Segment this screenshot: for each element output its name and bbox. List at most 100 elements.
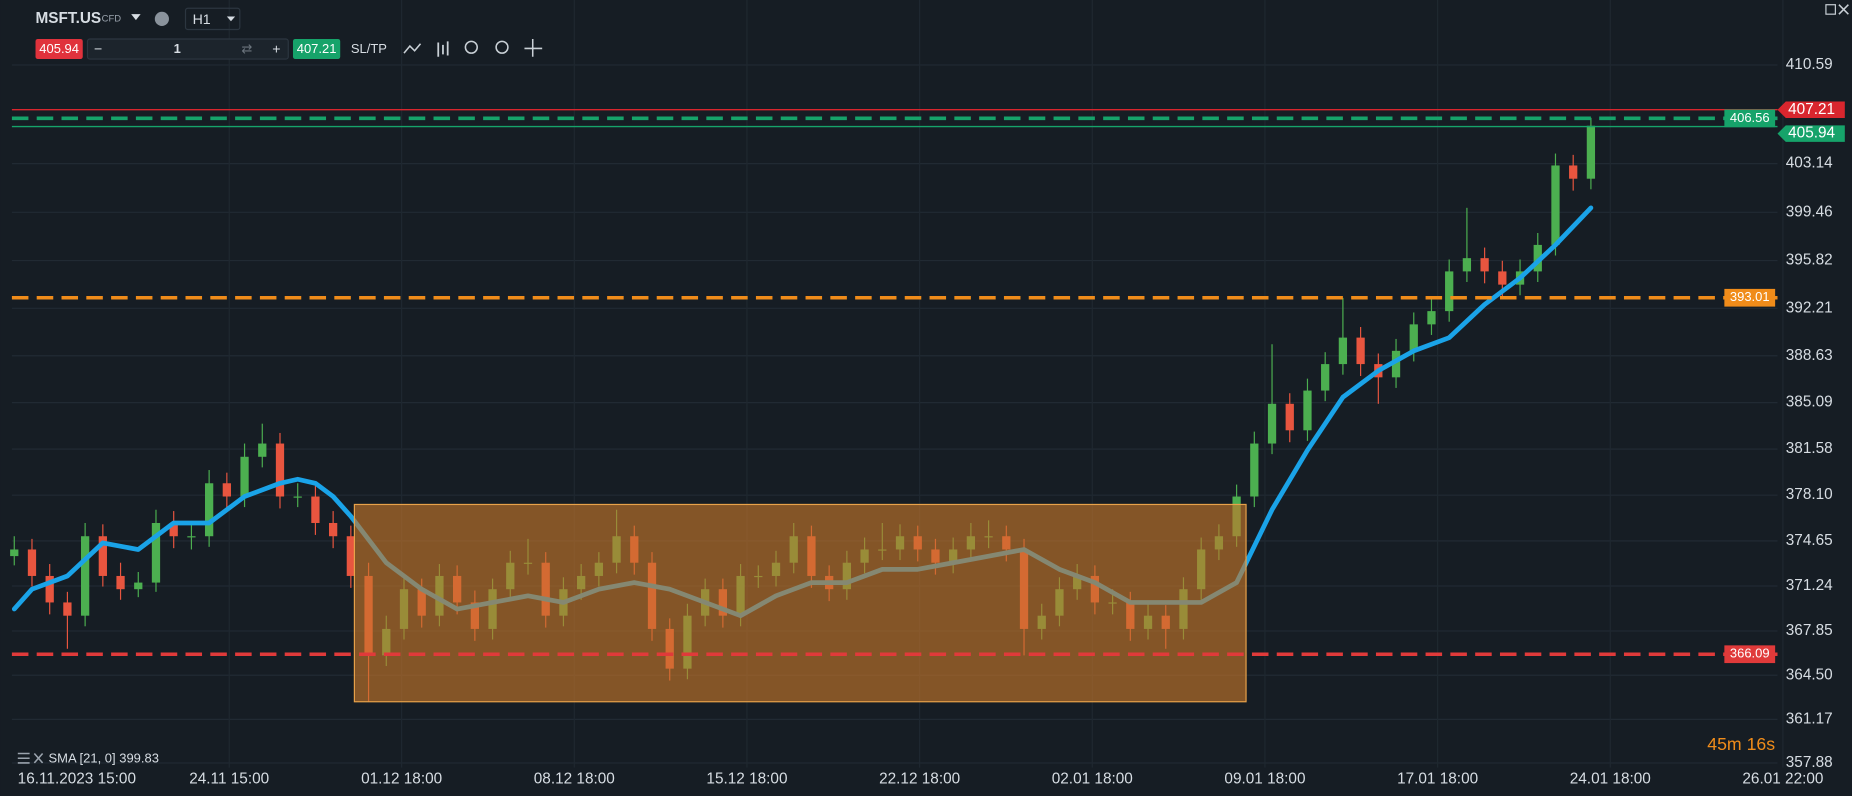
candle-body <box>45 575 54 603</box>
y-tick-label: 395.82 <box>1786 252 1833 269</box>
candle-body <box>1250 443 1259 497</box>
x-tick-label: 24.11 15:00 <box>189 771 269 788</box>
candle-body <box>10 549 19 557</box>
sltp-button[interactable]: SL/TP <box>351 41 387 56</box>
candle-body <box>1498 271 1507 285</box>
level-badge <box>1724 109 1776 128</box>
y-tick-label: 385.09 <box>1786 394 1833 411</box>
symbol-dropdown[interactable] <box>131 14 141 21</box>
candle-body <box>204 483 214 537</box>
candle-body <box>27 549 37 576</box>
y-tick-label: 410.59 <box>1786 56 1833 73</box>
close-button[interactable] <box>1838 4 1849 15</box>
candle-body <box>116 575 125 590</box>
plus-button[interactable]: + <box>272 41 280 57</box>
timeframe[interactable]: H1 <box>193 12 211 28</box>
candle-body <box>258 443 267 457</box>
sell-badge[interactable] <box>35 38 83 60</box>
candle-body <box>1285 403 1294 431</box>
level-badge <box>1724 288 1776 307</box>
y-tick-label: 371.24 <box>1786 577 1833 594</box>
buy-price[interactable]: 407.21 <box>297 41 337 56</box>
candle-body <box>1586 125 1596 179</box>
minus-button[interactable]: − <box>94 41 102 57</box>
candle-body <box>222 483 231 497</box>
level-badge-label: 393.01 <box>1730 289 1770 304</box>
candle-timer: 45m 16s <box>1707 734 1775 754</box>
candle-body <box>1409 324 1418 351</box>
candle-body <box>1356 337 1365 365</box>
level-badge-label: 406.56 <box>1730 110 1770 125</box>
quote-badge <box>1777 101 1845 118</box>
candle-body <box>240 456 249 497</box>
x-tick-label: 09.01 18:00 <box>1224 771 1305 788</box>
candle-body <box>1551 165 1560 245</box>
level-badge-label: 366.09 <box>1730 646 1770 661</box>
x-tick-label: 01.12 18:00 <box>361 771 442 788</box>
candle-body <box>1462 258 1472 272</box>
y-tick-label: 374.65 <box>1786 532 1833 549</box>
candle-body <box>275 443 285 497</box>
quote-badge-label: 405.94 <box>1788 125 1835 142</box>
window-button[interactable] <box>1825 4 1836 15</box>
sell-price[interactable]: 405.94 <box>39 41 79 56</box>
zoom-out-icon[interactable] <box>464 40 478 54</box>
indicator-legend: SMA [21, 0] 399.83 <box>49 751 159 766</box>
x-tick-label: 08.12 18:00 <box>534 771 615 788</box>
y-tick-label: 361.17 <box>1786 710 1833 727</box>
y-tick-label: 364.50 <box>1786 666 1833 683</box>
y-tick-label: 392.21 <box>1786 299 1833 316</box>
timeframe-box[interactable] <box>184 7 241 31</box>
timeframe-dropdown[interactable] <box>226 16 236 22</box>
candle-body <box>134 582 143 590</box>
candle-body <box>151 522 161 583</box>
indicator-value: 399.83 <box>119 751 159 766</box>
level-badge <box>1724 645 1776 664</box>
candle-type-icon[interactable] <box>437 41 449 57</box>
quote-badge-label: 407.21 <box>1788 101 1835 118</box>
symbol[interactable]: MSFT.US <box>36 10 102 27</box>
x-tick-label: 26.01 22:00 <box>1742 771 1823 788</box>
candle-body <box>311 496 320 523</box>
buy-badge[interactable] <box>292 38 341 60</box>
candle-body <box>1267 403 1277 444</box>
indicator-icons[interactable] <box>17 752 44 764</box>
candle-body <box>98 536 107 576</box>
candle-body <box>187 536 196 538</box>
y-tick-label: 367.85 <box>1786 622 1833 639</box>
candle-body <box>346 536 355 576</box>
candle-body <box>1303 390 1312 431</box>
x-tick-label: 22.12 18:00 <box>879 771 960 788</box>
candle-body <box>80 536 90 616</box>
x-tick-label: 24.01 18:00 <box>1570 771 1651 788</box>
candle-body <box>1391 350 1401 378</box>
candle-body <box>1480 258 1489 272</box>
swap-icon[interactable]: ⇄ <box>241 41 252 56</box>
candle-body <box>63 602 72 616</box>
symbol-kind: CFD <box>102 13 122 24</box>
zoom-in-icon[interactable] <box>495 40 509 54</box>
candle-body <box>329 522 338 537</box>
x-tick-label: 17.01 18:00 <box>1397 771 1478 788</box>
y-tick-label: 399.46 <box>1786 203 1833 220</box>
quantity[interactable]: 1 <box>174 41 181 56</box>
y-tick-label: 388.63 <box>1786 347 1833 364</box>
y-tick-label: 381.58 <box>1786 440 1833 457</box>
candle-body <box>169 522 178 537</box>
x-tick-label: 15.12 18:00 <box>706 771 787 788</box>
candle-body <box>1533 244 1542 272</box>
candle-body <box>1321 364 1330 391</box>
pan-icon[interactable] <box>524 38 543 57</box>
candle-body <box>1338 337 1348 365</box>
y-tick-label: 357.88 <box>1786 754 1833 771</box>
indicator-name: SMA [21, 0] <box>49 751 116 766</box>
candle-body <box>1569 165 1578 179</box>
candle-body <box>1427 311 1436 325</box>
range-zone <box>353 503 1247 703</box>
x-tick-label: 02.01 18:00 <box>1052 771 1133 788</box>
line-type-icon[interactable] <box>403 43 422 54</box>
quantity-box[interactable] <box>86 38 289 60</box>
info-icon[interactable] <box>154 11 169 26</box>
